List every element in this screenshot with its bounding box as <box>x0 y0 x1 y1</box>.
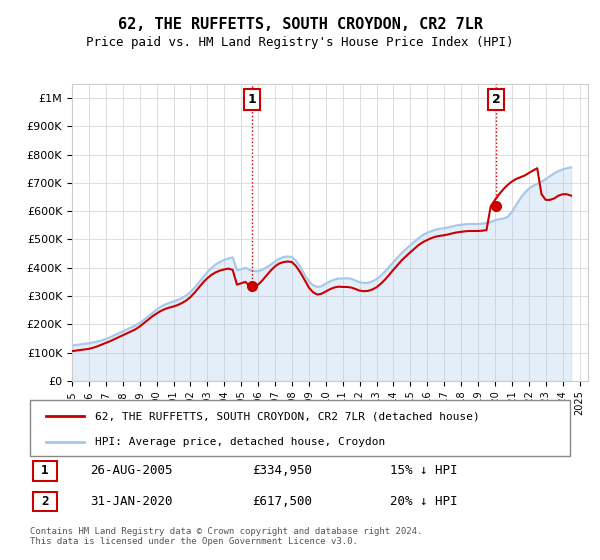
Text: HPI: Average price, detached house, Croydon: HPI: Average price, detached house, Croy… <box>95 437 385 447</box>
Text: 2: 2 <box>41 495 49 508</box>
Text: 2: 2 <box>492 93 500 106</box>
Text: 31-JAN-2020: 31-JAN-2020 <box>90 495 173 508</box>
Text: £617,500: £617,500 <box>252 495 312 508</box>
Text: 20% ↓ HPI: 20% ↓ HPI <box>390 495 458 508</box>
FancyBboxPatch shape <box>33 461 57 480</box>
Text: Price paid vs. HM Land Registry's House Price Index (HPI): Price paid vs. HM Land Registry's House … <box>86 36 514 49</box>
Text: 26-AUG-2005: 26-AUG-2005 <box>90 464 173 478</box>
Text: Contains HM Land Registry data © Crown copyright and database right 2024.
This d: Contains HM Land Registry data © Crown c… <box>30 526 422 546</box>
Text: 1: 1 <box>41 464 49 478</box>
Text: £334,950: £334,950 <box>252 464 312 478</box>
Text: 62, THE RUFFETTS, SOUTH CROYDON, CR2 7LR: 62, THE RUFFETTS, SOUTH CROYDON, CR2 7LR <box>118 17 482 32</box>
Text: 62, THE RUFFETTS, SOUTH CROYDON, CR2 7LR (detached house): 62, THE RUFFETTS, SOUTH CROYDON, CR2 7LR… <box>95 411 479 421</box>
Text: 15% ↓ HPI: 15% ↓ HPI <box>390 464 458 478</box>
FancyBboxPatch shape <box>33 492 57 511</box>
Text: 1: 1 <box>248 93 257 106</box>
FancyBboxPatch shape <box>30 400 570 456</box>
